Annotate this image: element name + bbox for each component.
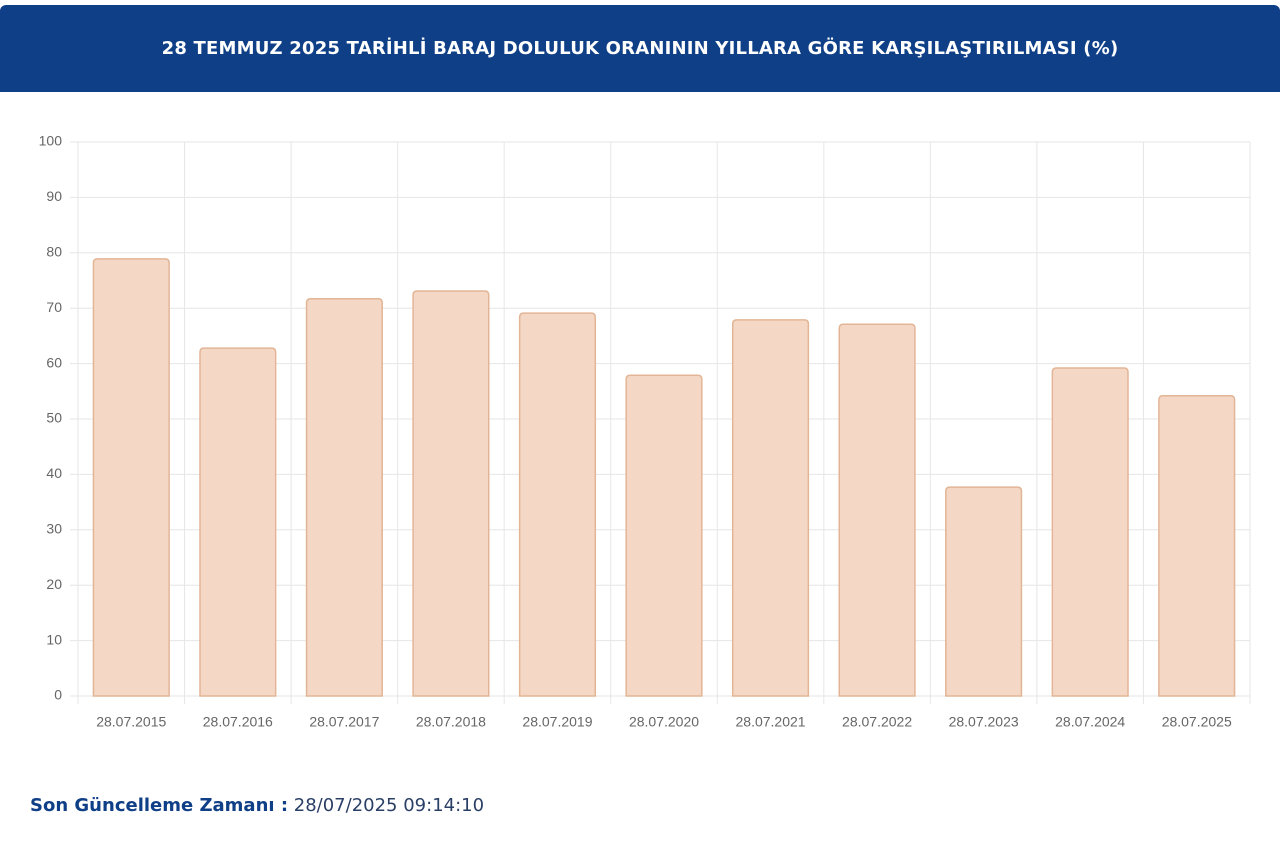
footer-label: Son Güncelleme Zamanı : (30, 795, 289, 816)
bar (731, 319, 810, 697)
bar (92, 258, 170, 697)
x-tick-label: 28.07.2023 (949, 714, 1019, 730)
bar (518, 312, 597, 697)
x-tick-label: 28.07.2015 (96, 714, 166, 730)
y-tick-label: 60 (46, 354, 62, 370)
x-tick-label: 28.07.2016 (203, 714, 273, 730)
x-tick-label: 28.07.2024 (1055, 714, 1125, 730)
bar (945, 486, 1023, 697)
y-tick-label: 50 (46, 410, 62, 426)
chart: 0 10 20 30 40 50 60 70 80 90 100 28.07.2015 28.07.20… (39, 133, 1251, 730)
x-tick-label: 28.07.2017 (309, 714, 379, 730)
y-tick-label: 70 (46, 299, 62, 315)
bar (625, 374, 703, 697)
y-tick-label: 40 (46, 465, 62, 481)
footer-value: 28/07/2025 09:14:10 (293, 795, 485, 816)
x-tick-label: 28.07.2020 (629, 714, 699, 730)
bar (1051, 367, 1129, 697)
bar (1158, 394, 1236, 697)
card: 28 TEMMUZ 2025 TARİHLİ BARAJ DOLULUK ORA… (0, 5, 1280, 850)
chart-title: 28 TEMMUZ 2025 TARİHLİ BARAJ DOLULUK ORA… (161, 38, 1119, 59)
footer: Son Güncelleme Zamanı : 28/07/2025 09:14… (30, 795, 484, 816)
y-tick-label: 100 (39, 133, 63, 149)
x-tick-label: 28.07.2018 (416, 714, 486, 730)
x-tick-label: 28.07.2021 (736, 714, 806, 730)
y-tick-label: 80 (46, 244, 62, 260)
bar (412, 290, 490, 697)
x-tick-label: 28.07.2019 (522, 714, 592, 730)
bar (838, 323, 916, 697)
y-tick-label: 0 (54, 687, 62, 703)
y-tick-label: 90 (46, 188, 62, 204)
x-tick-label: 28.07.2022 (842, 714, 912, 730)
y-tick-label: 10 (46, 631, 62, 647)
y-tick-label: 20 (46, 576, 62, 592)
y-tick-label: 30 (46, 521, 62, 537)
bar (199, 347, 277, 697)
bar (305, 298, 383, 697)
x-tick-label: 28.07.2025 (1162, 714, 1232, 730)
header: 28 TEMMUZ 2025 TARİHLİ BARAJ DOLULUK ORA… (0, 5, 1280, 92)
